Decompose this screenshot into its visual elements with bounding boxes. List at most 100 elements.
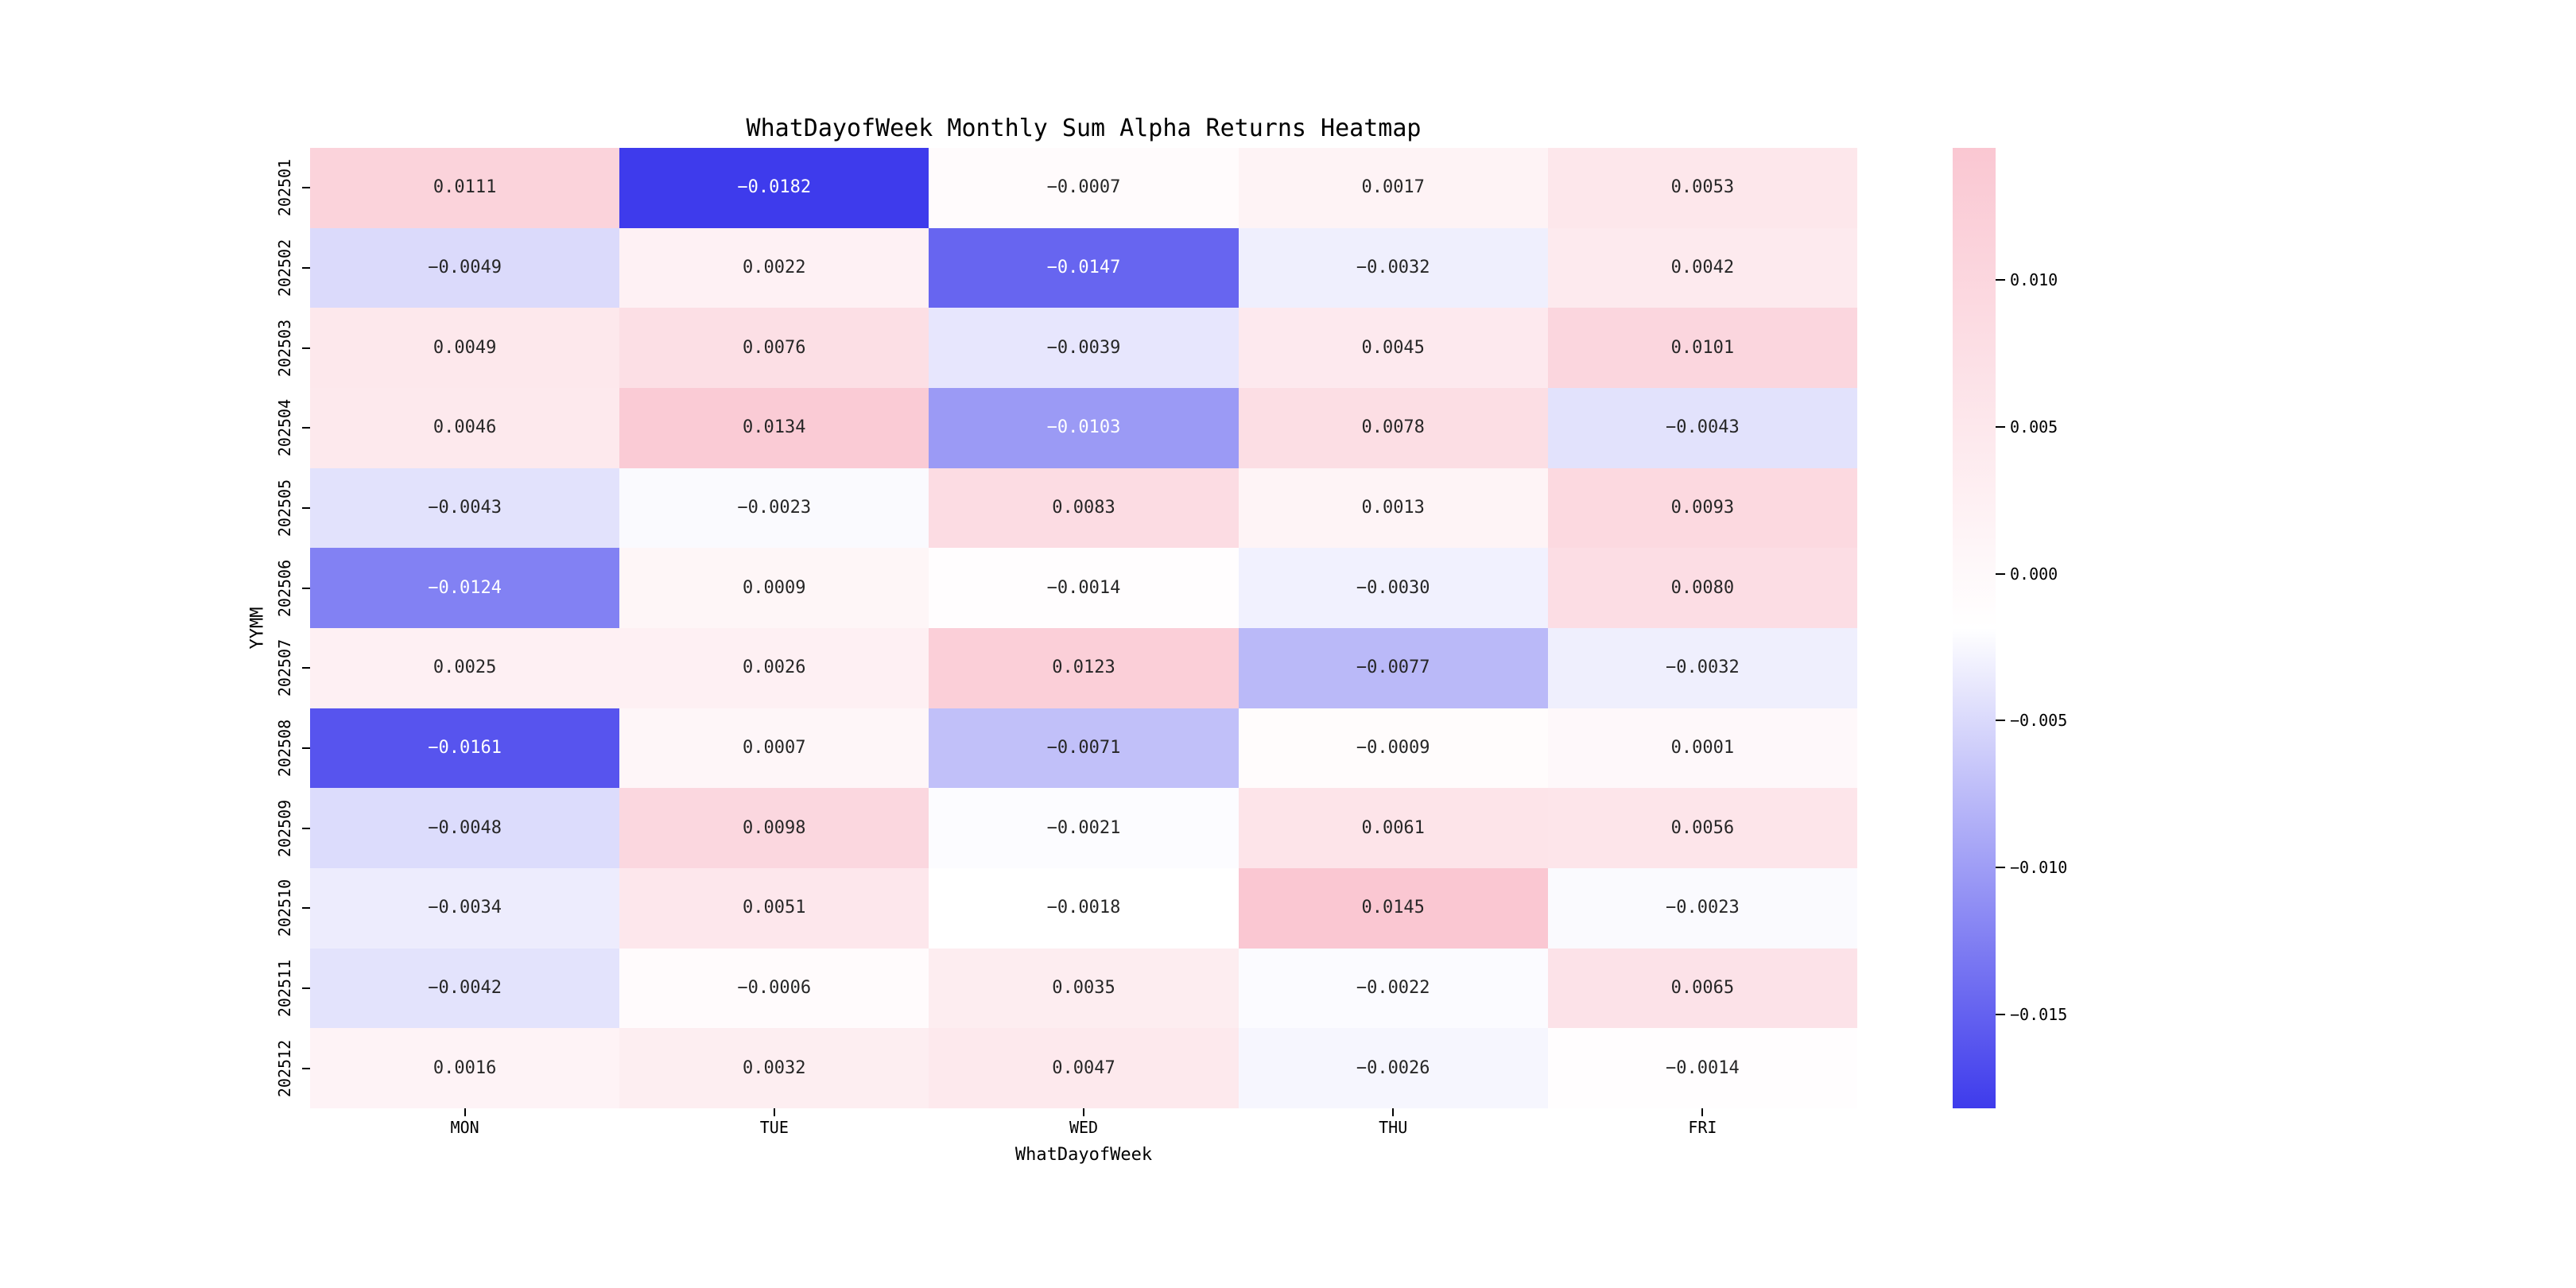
heatmap-cell: −0.0032: [1238, 227, 1548, 308]
x-axis-label: WhatDayofWeek: [1014, 1145, 1153, 1165]
heatmap-cell: 0.0009: [619, 548, 929, 628]
heatmap-cell: 0.0046: [310, 387, 620, 468]
heatmap-cell: 0.0026: [619, 627, 929, 708]
heatmap-cell: −0.0071: [929, 708, 1239, 789]
heatmap-cell: 0.0056: [1547, 788, 1857, 868]
heatmap-cell: −0.0021: [929, 788, 1239, 868]
heatmap-cell: −0.0018: [929, 867, 1239, 949]
axis-tick: [1083, 1108, 1084, 1116]
heatmap-cell: −0.0026: [1238, 1028, 1548, 1108]
heatmap-cell: 0.0032: [619, 1028, 929, 1108]
heatmap-cell: 0.0134: [619, 387, 929, 468]
colorbar-tick-label: 0.005: [2010, 417, 2058, 436]
axis-tick: [1996, 572, 2005, 575]
heatmap-cell: 0.0013: [1238, 467, 1548, 549]
y-tick-label: 202512: [275, 1039, 294, 1097]
axis-tick: [1996, 720, 2005, 722]
axis-tick: [1996, 1013, 2005, 1015]
y-tick-label: 202505: [275, 479, 294, 537]
axis-tick: [302, 507, 310, 509]
heatmap-cell: 0.0001: [1547, 708, 1857, 789]
y-tick-label: 202511: [275, 959, 294, 1018]
colorbar-tick-label: −0.005: [2010, 711, 2068, 731]
x-tick-label: THU: [1379, 1118, 1408, 1137]
heatmap-cell: 0.0007: [619, 708, 929, 789]
axis-tick: [302, 427, 310, 429]
heatmap-cell: −0.0014: [1547, 1028, 1857, 1108]
heatmap-cell: −0.0014: [929, 548, 1239, 628]
heatmap-cell: −0.0077: [1238, 627, 1548, 708]
y-tick-label: 202504: [275, 399, 294, 457]
heatmap-cell: −0.0161: [310, 708, 620, 789]
heatmap-cell: −0.0034: [310, 867, 620, 949]
heatmap-cell: 0.0080: [1547, 548, 1857, 628]
heatmap-cell: 0.0047: [929, 1028, 1239, 1108]
heatmap-cell: 0.0035: [929, 948, 1239, 1029]
heatmap-cell: 0.0051: [619, 867, 929, 949]
y-tick-label: 202508: [275, 719, 294, 778]
heatmap-cell: −0.0022: [1238, 948, 1548, 1029]
heatmap-cell: −0.0007: [929, 148, 1239, 228]
y-tick-label: 202503: [275, 319, 294, 377]
heatmap-cell: 0.0049: [310, 308, 620, 388]
heatmap-cell: −0.0182: [619, 148, 929, 228]
heatmap-cell: 0.0145: [1238, 867, 1548, 949]
heatmap-cell: −0.0042: [310, 948, 620, 1029]
heatmap-cell: 0.0016: [310, 1028, 620, 1108]
heatmap-cell: 0.0065: [1547, 948, 1857, 1029]
heatmap-cell: −0.0147: [929, 227, 1239, 308]
y-tick-label: 202502: [275, 239, 294, 297]
heatmap-cell: −0.0049: [310, 227, 620, 308]
heatmap-cell: 0.0083: [929, 467, 1239, 549]
heatmap-cell: −0.0043: [310, 467, 620, 549]
axis-tick: [302, 187, 310, 189]
axis-tick: [302, 267, 310, 269]
y-tick-label: 202510: [275, 879, 294, 937]
heatmap-cell: −0.0048: [310, 788, 620, 868]
heatmap-cell: 0.0045: [1238, 308, 1548, 388]
heatmap-cell: 0.0017: [1238, 148, 1548, 228]
colorbar-tick-label: 0.010: [2010, 270, 2058, 290]
axis-tick: [302, 987, 310, 989]
heatmap-cell: −0.0043: [1547, 387, 1857, 468]
heatmap-cell: −0.0030: [1238, 548, 1548, 628]
axis-tick: [302, 827, 310, 829]
axis-tick: [464, 1108, 466, 1116]
x-tick-label: MON: [450, 1118, 479, 1137]
heatmap-cell: 0.0098: [619, 788, 929, 868]
heatmap-cell: −0.0006: [619, 948, 929, 1029]
axis-tick: [302, 1067, 310, 1069]
y-tick-label: 202501: [275, 159, 294, 217]
axis-tick: [1996, 279, 2005, 281]
axis-tick: [1996, 867, 2005, 869]
heatmap-cell: 0.0123: [929, 627, 1239, 708]
axis-tick: [302, 587, 310, 589]
axis-tick: [302, 347, 310, 349]
heatmap-grid: 0.0111 −0.0182 −0.0007 0.0017 0.0053 −0.0049 0…: [310, 148, 1857, 1108]
heatmap-cell: −0.0103: [929, 387, 1239, 468]
colorbar-tick-label: −0.015: [2010, 1004, 2068, 1024]
x-tick-label: FRI: [1688, 1118, 1717, 1137]
heatmap-cell: −0.0032: [1547, 627, 1857, 708]
heatmap-cell: 0.0042: [1547, 227, 1857, 308]
heatmap-cell: −0.0009: [1238, 708, 1548, 789]
axis-tick: [302, 747, 310, 749]
colorbar-tick-label: −0.010: [2010, 858, 2068, 878]
y-tick-label: 202509: [275, 799, 294, 857]
axis-tick: [773, 1108, 775, 1116]
heatmap-cell: 0.0093: [1547, 467, 1857, 549]
heatmap-cell: 0.0025: [310, 627, 620, 708]
colorbar-tick-label: 0.000: [2010, 564, 2058, 584]
heatmap-cell: −0.0023: [619, 467, 929, 549]
y-axis-label: YYMM: [247, 607, 268, 650]
heatmap-cell: 0.0053: [1547, 148, 1857, 228]
heatmap-cell: −0.0023: [1547, 867, 1857, 949]
heatmap-cell: 0.0061: [1238, 788, 1548, 868]
y-tick-label: 202506: [275, 559, 294, 617]
heatmap-cell: −0.0039: [929, 308, 1239, 388]
heatmap-cell: 0.0101: [1547, 308, 1857, 388]
x-tick-label: TUE: [759, 1118, 789, 1137]
y-tick-label: 202507: [275, 639, 294, 697]
axis-tick: [1392, 1108, 1395, 1116]
